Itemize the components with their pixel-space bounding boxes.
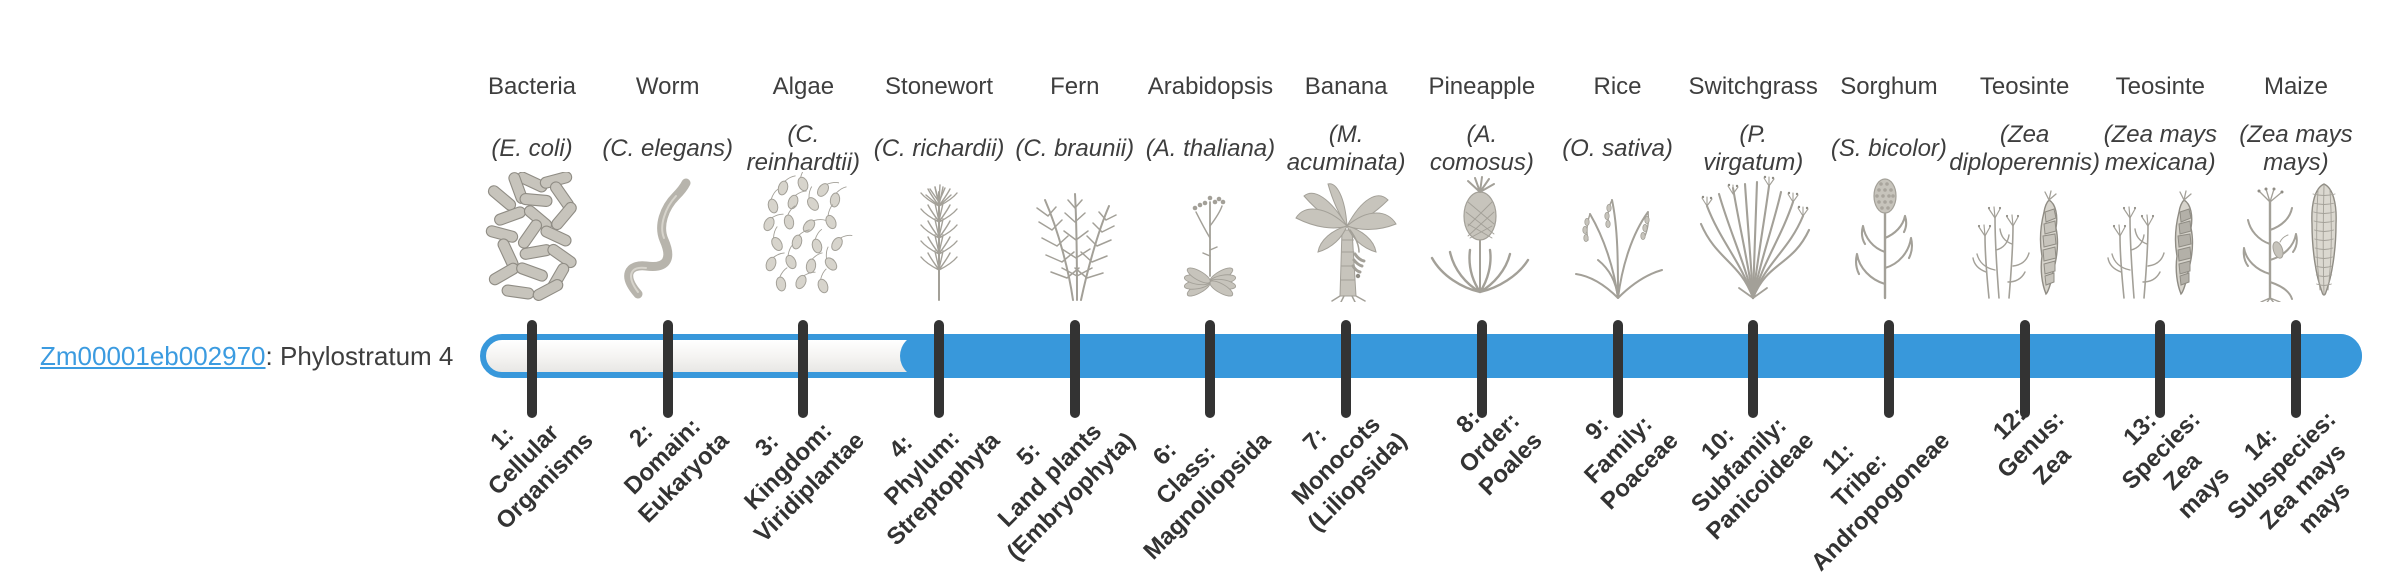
pineapple-illustration bbox=[1422, 172, 1542, 302]
gene-link[interactable]: Zm00001eb002970 bbox=[40, 341, 266, 371]
fern-illustration bbox=[1015, 172, 1135, 302]
phylostratum-tick bbox=[2155, 320, 2166, 418]
phylostratum-tick bbox=[1748, 320, 1759, 418]
phylostratum-label: 11: Tribe: Andropogoneae bbox=[1805, 427, 1956, 577]
organism-scientific-name: (Zea mays mexicana) bbox=[2103, 121, 2217, 176]
organism-common-name: Maize bbox=[2263, 73, 2328, 100]
sorghum-illustration bbox=[1829, 172, 1949, 302]
stonewort-illustration bbox=[879, 172, 999, 302]
phylostratum-label: 3: Kingdom: Viridiplantae bbox=[738, 417, 870, 548]
worm-illustration bbox=[608, 172, 728, 302]
organism-common-name: Switchgrass bbox=[1688, 73, 1818, 100]
organism-common-name: Rice bbox=[1593, 73, 1642, 100]
organism-scientific-name: (S. bicolor) bbox=[1830, 135, 1947, 162]
organism-common-name: Bacteria bbox=[487, 73, 577, 100]
phylostratum-tick bbox=[1476, 320, 1487, 418]
phylostratum-label: 12: Genus: Zea bbox=[1987, 401, 2077, 491]
phylostratum-label: 5: Land plants (Embryophyta) bbox=[993, 418, 1142, 566]
teosinte2-illustration bbox=[2100, 172, 2220, 302]
organism-scientific-name: (C. reinhardtii) bbox=[746, 121, 861, 176]
organism-common-name: Pineapple bbox=[1428, 73, 1536, 100]
arabidopsis-illustration bbox=[1150, 172, 1270, 302]
phylostratum-tick bbox=[1069, 320, 1080, 418]
organism-common-name: Fern bbox=[1050, 73, 1100, 100]
organism-common-name: Arabidopsis bbox=[1147, 73, 1274, 100]
organism-common-name: Banana bbox=[1304, 73, 1388, 100]
organism-common-name: Worm bbox=[635, 73, 700, 100]
organism-scientific-name: (E. coli) bbox=[491, 135, 573, 162]
organism-common-name: Stonewort bbox=[885, 73, 994, 100]
phylostratum-tick bbox=[2290, 320, 2301, 418]
phylostratum-label: 1: Cellular Organisms bbox=[482, 419, 599, 535]
switchgrass-illustration bbox=[1693, 172, 1813, 302]
banana-illustration bbox=[1286, 172, 1406, 303]
phylostratum-label: 7: Monocots (Liliopsida) bbox=[1286, 411, 1413, 537]
teosinte-illustration bbox=[1965, 172, 2085, 302]
organism-scientific-name: (A. thaliana) bbox=[1145, 135, 1276, 162]
rice-illustration bbox=[1558, 172, 1678, 302]
organism-scientific-name: (C. braunii) bbox=[1015, 135, 1135, 162]
bacteria-illustration bbox=[472, 171, 592, 302]
phylostratum-tick bbox=[1205, 320, 1216, 418]
phylostratum-tick bbox=[1341, 320, 1352, 418]
organism-scientific-name: (C. richardii) bbox=[873, 135, 1005, 162]
organism-common-name: Teosinte bbox=[1979, 73, 2070, 100]
maize-illustration bbox=[2236, 172, 2356, 305]
phylostratum-tick bbox=[662, 320, 673, 418]
organism-scientific-name: (M. acuminata) bbox=[1286, 121, 1406, 176]
organism-scientific-name: (O. sativa) bbox=[1562, 135, 1673, 162]
organism-common-name: Sorghum bbox=[1840, 73, 1938, 100]
organism-scientific-name: (Zea diploperennis) bbox=[1949, 121, 2100, 176]
organism-scientific-name: (A. comosus) bbox=[1429, 121, 1534, 176]
organism-scientific-name: (P. virgatum) bbox=[1703, 121, 1804, 176]
phylostratum-label: 8: Order: Poales bbox=[1451, 404, 1549, 501]
phylostratum-tick bbox=[2019, 320, 2030, 418]
phylostratum-tick bbox=[934, 320, 945, 418]
phylostratum-tick bbox=[1883, 320, 1894, 418]
phylostratum-label: 6: Class: Magnoliopsida bbox=[1138, 427, 1277, 566]
phylostratum-tick bbox=[527, 320, 537, 418]
phylostratum-tick bbox=[1612, 320, 1623, 418]
timeline-fill bbox=[900, 334, 2362, 378]
organism-common-name: Teosinte bbox=[2115, 73, 2205, 100]
gene-phylostratum-text: : Phylostratum 4 bbox=[265, 341, 454, 371]
algae-illustration bbox=[743, 166, 863, 302]
organism-scientific-name: (Zea mays mays) bbox=[2239, 121, 2353, 176]
organism-scientific-name: (C. elegans) bbox=[602, 135, 734, 162]
gene-label: Zm00001eb002970: Phylostratum 4 bbox=[40, 339, 453, 373]
organism-common-name: Algae bbox=[772, 73, 835, 100]
phylostratum-tick bbox=[798, 320, 809, 418]
